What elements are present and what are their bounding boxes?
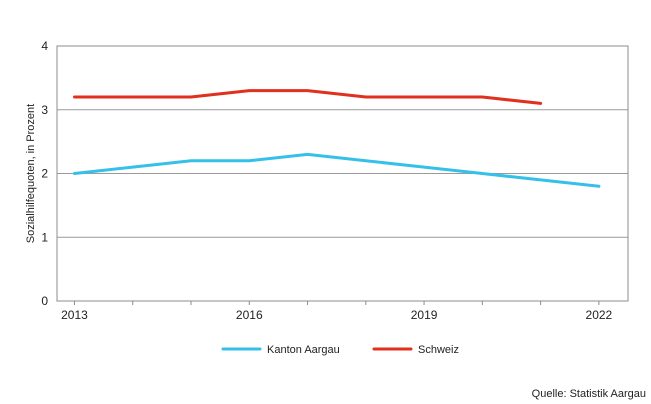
y-axis-title: Sozialhilfequoten, in Prozent <box>25 104 37 243</box>
plot-frame <box>56 45 629 302</box>
y-tick-label: 0 <box>41 294 48 308</box>
y-tick-label: 1 <box>41 230 48 244</box>
x-tick-label: 2019 <box>411 308 438 322</box>
x-tick-label: 2013 <box>61 308 88 322</box>
y-tick-label: 2 <box>41 167 48 181</box>
source-note: Quelle: Statistik Aargau <box>532 388 646 400</box>
gridlines <box>57 109 628 238</box>
legend: Kanton Aargau Schweiz <box>221 344 459 356</box>
legend-label-1: Kanton Aargau <box>267 344 340 356</box>
series-line-1 <box>73 152 601 188</box>
x-tick-label: 2016 <box>236 308 263 322</box>
legend-label-2: Schweiz <box>418 344 459 356</box>
y-tick-label: 3 <box>41 103 48 117</box>
series-line-2 <box>73 89 543 105</box>
tick-labels: 0 1 2 3 4 2013 2016 2019 2022 <box>41 39 612 322</box>
x-tick-label: 2022 <box>586 308 613 322</box>
data-series <box>73 89 601 188</box>
y-tick-label: 4 <box>41 39 48 53</box>
axes <box>56 45 629 305</box>
